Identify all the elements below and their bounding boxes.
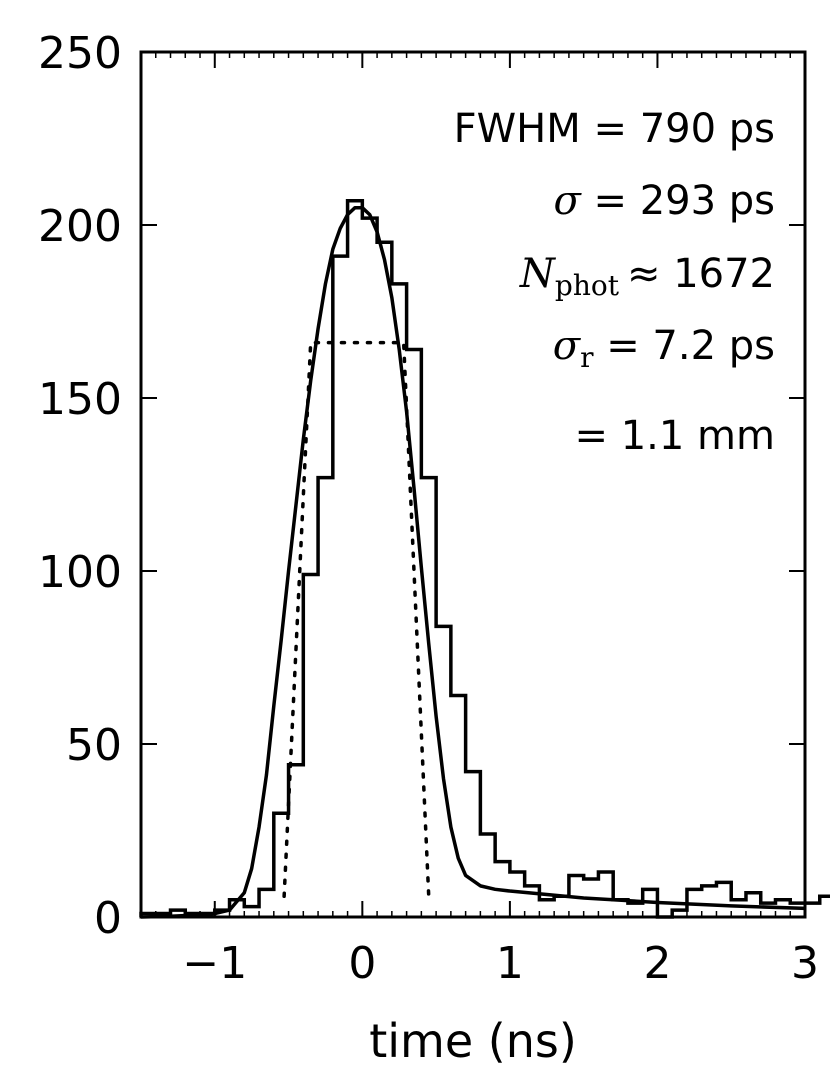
annotation-sigma-r: σr = 7.2 ps — [553, 323, 775, 374]
x-tick-label: 1 — [496, 938, 524, 989]
nphot-subscript: phot — [555, 269, 620, 302]
y-tick-label: 150 — [38, 374, 122, 425]
x-tick-label: −1 — [182, 938, 247, 989]
annotation-mm: = 1.1 mm — [575, 413, 776, 459]
box-model-series — [282, 340, 431, 898]
sigma-r-subscript: r — [580, 341, 594, 374]
sigma-r-symbol: σ — [553, 323, 582, 369]
x-tick-label: 0 — [348, 938, 376, 989]
y-tick-label: 100 — [38, 547, 122, 598]
annotation-sigma: σ = 293 ps — [553, 178, 775, 224]
x-tick-label: 2 — [643, 938, 671, 989]
annotation-nphot: Nphot ≈ 1672 — [519, 251, 775, 302]
y-tick-label: 200 — [38, 201, 122, 252]
sigma-symbol: σ — [553, 178, 582, 224]
nphot-value: ≈ 1672 — [627, 251, 775, 297]
y-tick-label: 0 — [94, 893, 122, 944]
y-tick-label: 250 — [38, 28, 122, 79]
nphot-symbol: N — [519, 251, 557, 297]
fit-curve-series — [140, 205, 806, 919]
sigma-r-value: = 7.2 ps — [593, 323, 775, 369]
tick-labels: −1 0 1 2 3 0 50 100 150 200 250 — [38, 28, 819, 989]
sigma-value: = 293 ps — [581, 178, 775, 224]
x-tick-label: 3 — [791, 938, 819, 989]
y-tick-label: 50 — [66, 720, 122, 771]
annotation-fwhm: FWHM = 790 ps — [454, 106, 775, 152]
annotations: FWHM = 790 ps σ = 293 ps Nphot ≈ 1672 σr … — [454, 106, 775, 459]
x-axis-label: time (ns) — [369, 1014, 577, 1068]
plot-area — [139, 199, 830, 919]
plot-frame — [139, 50, 807, 919]
histogram-series — [139, 199, 830, 919]
